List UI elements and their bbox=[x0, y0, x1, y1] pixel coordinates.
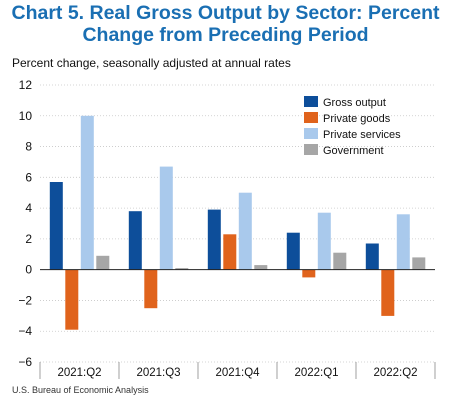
bar bbox=[159, 166, 173, 270]
legend-label: Private goods bbox=[323, 113, 391, 125]
source-note: U.S. Bureau of Economic Analysis bbox=[12, 385, 149, 395]
legend-label: Private services bbox=[323, 129, 401, 141]
bar bbox=[254, 265, 268, 270]
chart-title-line1: Chart 5. Real Gross Output by Sector: Pe… bbox=[11, 2, 440, 24]
bar bbox=[302, 269, 316, 278]
y-tick-label: 4 bbox=[25, 201, 32, 215]
bar bbox=[286, 232, 300, 270]
y-ticks: 12 10 8 6 4 2 0 −2 −4 −6 bbox=[18, 78, 32, 369]
axes bbox=[39, 269, 436, 379]
x-categories: 2021:Q2 2021:Q3 2021:Q4 2022:Q1 2022:Q2 bbox=[57, 367, 417, 379]
legend-swatch bbox=[304, 96, 318, 107]
legend-swatch bbox=[304, 128, 318, 139]
bar bbox=[65, 269, 79, 330]
bar bbox=[317, 212, 331, 270]
y-axis-label: Percent change, seasonally adjusted at a… bbox=[12, 56, 291, 70]
y-tick-label: 6 bbox=[25, 170, 32, 184]
legend: Gross output Private goods Private service… bbox=[304, 96, 401, 157]
bar bbox=[365, 243, 379, 270]
x-category-label: 2022:Q1 bbox=[294, 367, 338, 379]
y-tick-label: −2 bbox=[18, 293, 32, 307]
y-tick-label: 8 bbox=[25, 140, 32, 154]
bar bbox=[175, 268, 189, 270]
x-category-label: 2021:Q2 bbox=[57, 367, 101, 379]
bar bbox=[80, 115, 94, 270]
y-tick-label: 2 bbox=[25, 232, 32, 246]
y-tick-label: −6 bbox=[18, 355, 32, 369]
bar bbox=[396, 214, 410, 270]
x-category-label: 2021:Q3 bbox=[136, 367, 180, 379]
bar bbox=[49, 182, 63, 270]
x-category-label: 2022:Q2 bbox=[373, 367, 417, 379]
bar bbox=[144, 269, 158, 309]
y-tick-label: −4 bbox=[18, 324, 32, 338]
bar bbox=[223, 234, 237, 270]
y-tick-label: 12 bbox=[19, 78, 33, 92]
legend-swatch bbox=[304, 144, 318, 155]
bar bbox=[128, 211, 142, 270]
bar bbox=[333, 252, 347, 270]
bar bbox=[412, 257, 426, 270]
bar bbox=[381, 269, 395, 316]
chart-title-line2: Change from Preceding Period bbox=[82, 24, 369, 46]
bar bbox=[207, 209, 221, 270]
legend-label: Gross output bbox=[323, 97, 386, 109]
legend-swatch bbox=[304, 112, 318, 123]
bar bbox=[96, 255, 110, 270]
legend-label: Government bbox=[323, 145, 384, 157]
y-tick-label: 0 bbox=[25, 263, 32, 277]
y-tick-label: 10 bbox=[19, 109, 33, 123]
grid-lines bbox=[40, 84, 435, 363]
bar bbox=[238, 192, 252, 270]
chart-title: Chart 5. Real Gross Output by Sector: Pe… bbox=[0, 2, 451, 46]
bars bbox=[49, 115, 426, 330]
x-category-label: 2021:Q4 bbox=[215, 367, 260, 379]
